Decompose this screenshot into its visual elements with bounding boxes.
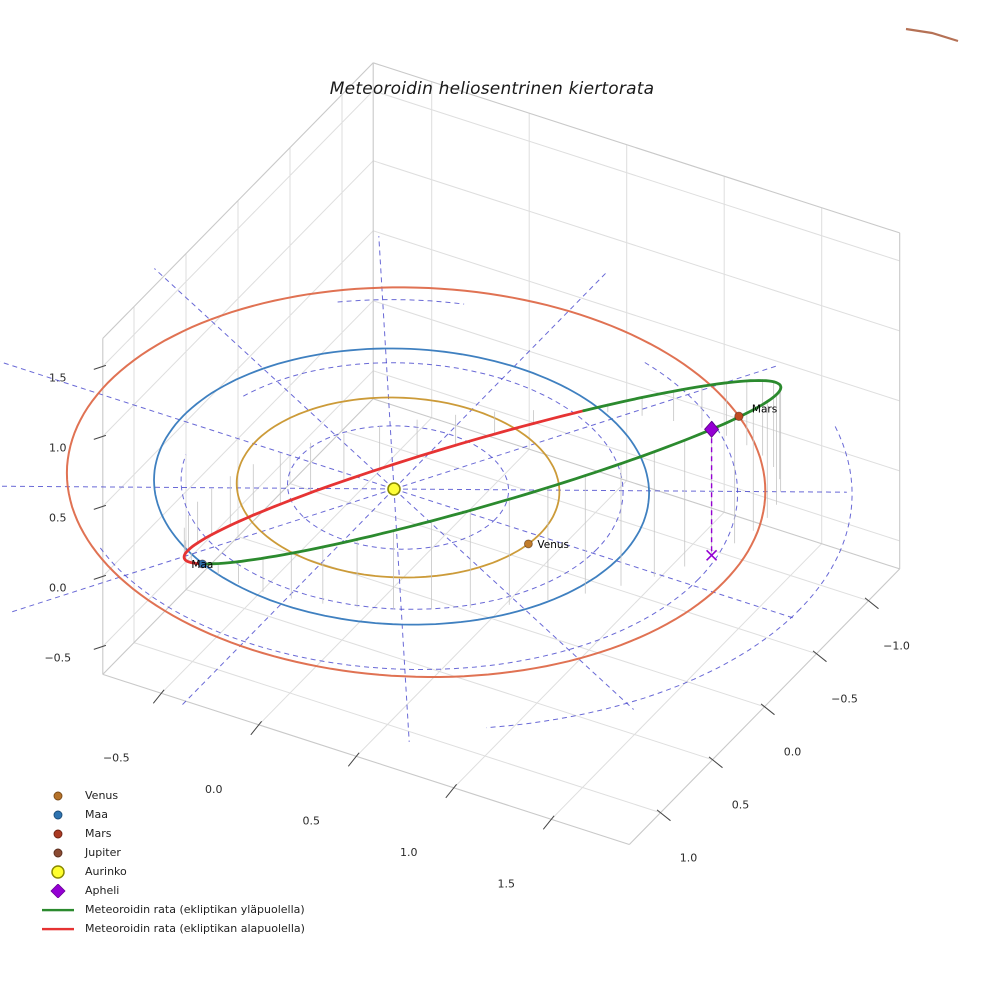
polar-circle <box>644 362 739 580</box>
legend-item-rata-ala: Meteoroidin rata (ekliptikan alapuolella… <box>40 919 305 938</box>
polar-spoke <box>180 488 395 707</box>
polar-spoke <box>393 271 608 490</box>
legend-label-venus: Venus <box>85 789 119 802</box>
legend-label-rata-ala: Meteoroidin rata (ekliptikan alapuolella… <box>85 922 305 935</box>
polar-circle <box>98 545 699 671</box>
body-markers: Mars Venus Maa <box>191 403 777 571</box>
legend-label-rata-yla: Meteoroidin rata (ekliptikan yläpuolella… <box>85 903 305 916</box>
legend-item-venus: Venus <box>40 786 305 805</box>
polar-spoke <box>9 488 395 614</box>
legend-item-apheli: Apheli <box>40 881 305 900</box>
jupiter-legend-marker-icon <box>53 848 63 857</box>
polar-spoke <box>393 364 779 490</box>
legend-label-maa: Maa <box>85 808 108 821</box>
meteoroid-path-below <box>182 409 586 566</box>
z-axis-tick-label: 0.5 <box>49 511 67 524</box>
polar-spoke <box>393 488 847 493</box>
maa-legend-marker-icon <box>53 810 63 819</box>
x-axis-tick-label: 0.0 <box>205 783 223 796</box>
y-axis-tick-label: 1.0 <box>680 852 698 865</box>
z-axis-tick-label: 0.0 <box>49 581 67 594</box>
aphelion-diamond-icon <box>704 420 720 438</box>
plot-title: Meteoroidin heliosentrinen kiertorata <box>329 79 655 99</box>
polar-spoke <box>393 488 410 742</box>
polar-circle <box>799 426 853 610</box>
mars-orbit <box>65 286 767 678</box>
legend-label-aurinko: Aurinko <box>85 865 127 878</box>
aurinko-legend-marker-icon <box>51 864 65 879</box>
venus-marker <box>523 539 533 549</box>
z-axis-tick-label: 1.0 <box>49 441 67 454</box>
rata-ala-legend-marker-icon <box>42 927 74 930</box>
polar-spoke <box>0 361 395 490</box>
apheli-legend-marker-icon <box>50 883 66 898</box>
x-axis-tick-label: 0.5 <box>303 814 321 827</box>
y-axis-tick-label: −1.0 <box>883 640 910 653</box>
aphelion-group <box>704 420 720 561</box>
x-axis-tick-label: 1.0 <box>400 846 418 859</box>
aphelion-ground-x-icon <box>706 549 718 561</box>
z-axis-tick-label: −0.5 <box>44 651 71 664</box>
y-axis-tick-label: 0.0 <box>784 746 802 759</box>
mars-legend-marker-icon <box>53 829 63 838</box>
y-axis-tick-label: −0.5 <box>831 693 858 706</box>
label-maa: Maa <box>191 559 213 571</box>
legend: Venus Maa Mars Jupiter Aurinko Apheli Meteoroi… <box>40 786 305 938</box>
legend-label-apheli: Apheli <box>85 884 120 897</box>
z-axis-tick-label: 1.5 <box>49 371 67 384</box>
x-axis-tick-label: −0.5 <box>103 751 130 764</box>
legend-item-maa: Maa <box>40 805 305 824</box>
venus-legend-marker-icon <box>53 791 63 800</box>
polar-circle <box>243 362 624 550</box>
axes-panes <box>102 62 901 846</box>
ecliptic-polar-grid <box>0 236 853 742</box>
jupiter-orbit-fragment <box>905 27 959 43</box>
polar-circle <box>337 299 465 305</box>
polar-spoke <box>154 268 395 490</box>
venus-orbit <box>235 396 561 579</box>
mars-marker <box>734 411 744 421</box>
sun-marker <box>387 482 401 496</box>
meteoroid-orbit <box>182 379 783 566</box>
x-axis-tick-label: 1.5 <box>498 877 516 890</box>
jupiter-orbit <box>905 27 959 43</box>
polar-circle <box>180 454 598 610</box>
legend-item-mars: Mars <box>40 824 305 843</box>
legend-label-mars: Mars <box>85 827 112 840</box>
polar-spoke <box>393 488 634 710</box>
maa-marker <box>197 559 207 569</box>
planet-orbits <box>65 286 767 678</box>
axis-ticks: −0.5 0.0 0.5 1.0 1.5 −1.0 −0.5 0.0 0.5 1.0 −0.5 0.0… <box>44 364 910 890</box>
rata-yla-legend-marker-icon <box>42 908 74 911</box>
polar-spoke <box>393 488 794 619</box>
label-venus: Venus <box>537 539 569 551</box>
polar-spoke <box>0 485 395 490</box>
legend-label-jupiter: Jupiter <box>85 846 121 859</box>
meteoroid-path-above <box>201 379 783 566</box>
polar-circle <box>486 608 801 729</box>
y-axis-tick-label: 0.5 <box>732 799 750 812</box>
label-mars: Mars <box>752 403 777 415</box>
legend-item-aurinko: Aurinko <box>40 862 305 881</box>
polar-spoke <box>378 236 395 490</box>
legend-item-jupiter: Jupiter <box>40 843 305 862</box>
maa-orbit <box>153 347 651 626</box>
legend-item-rata-yla: Meteoroidin rata (ekliptikan yläpuolella… <box>40 900 305 919</box>
